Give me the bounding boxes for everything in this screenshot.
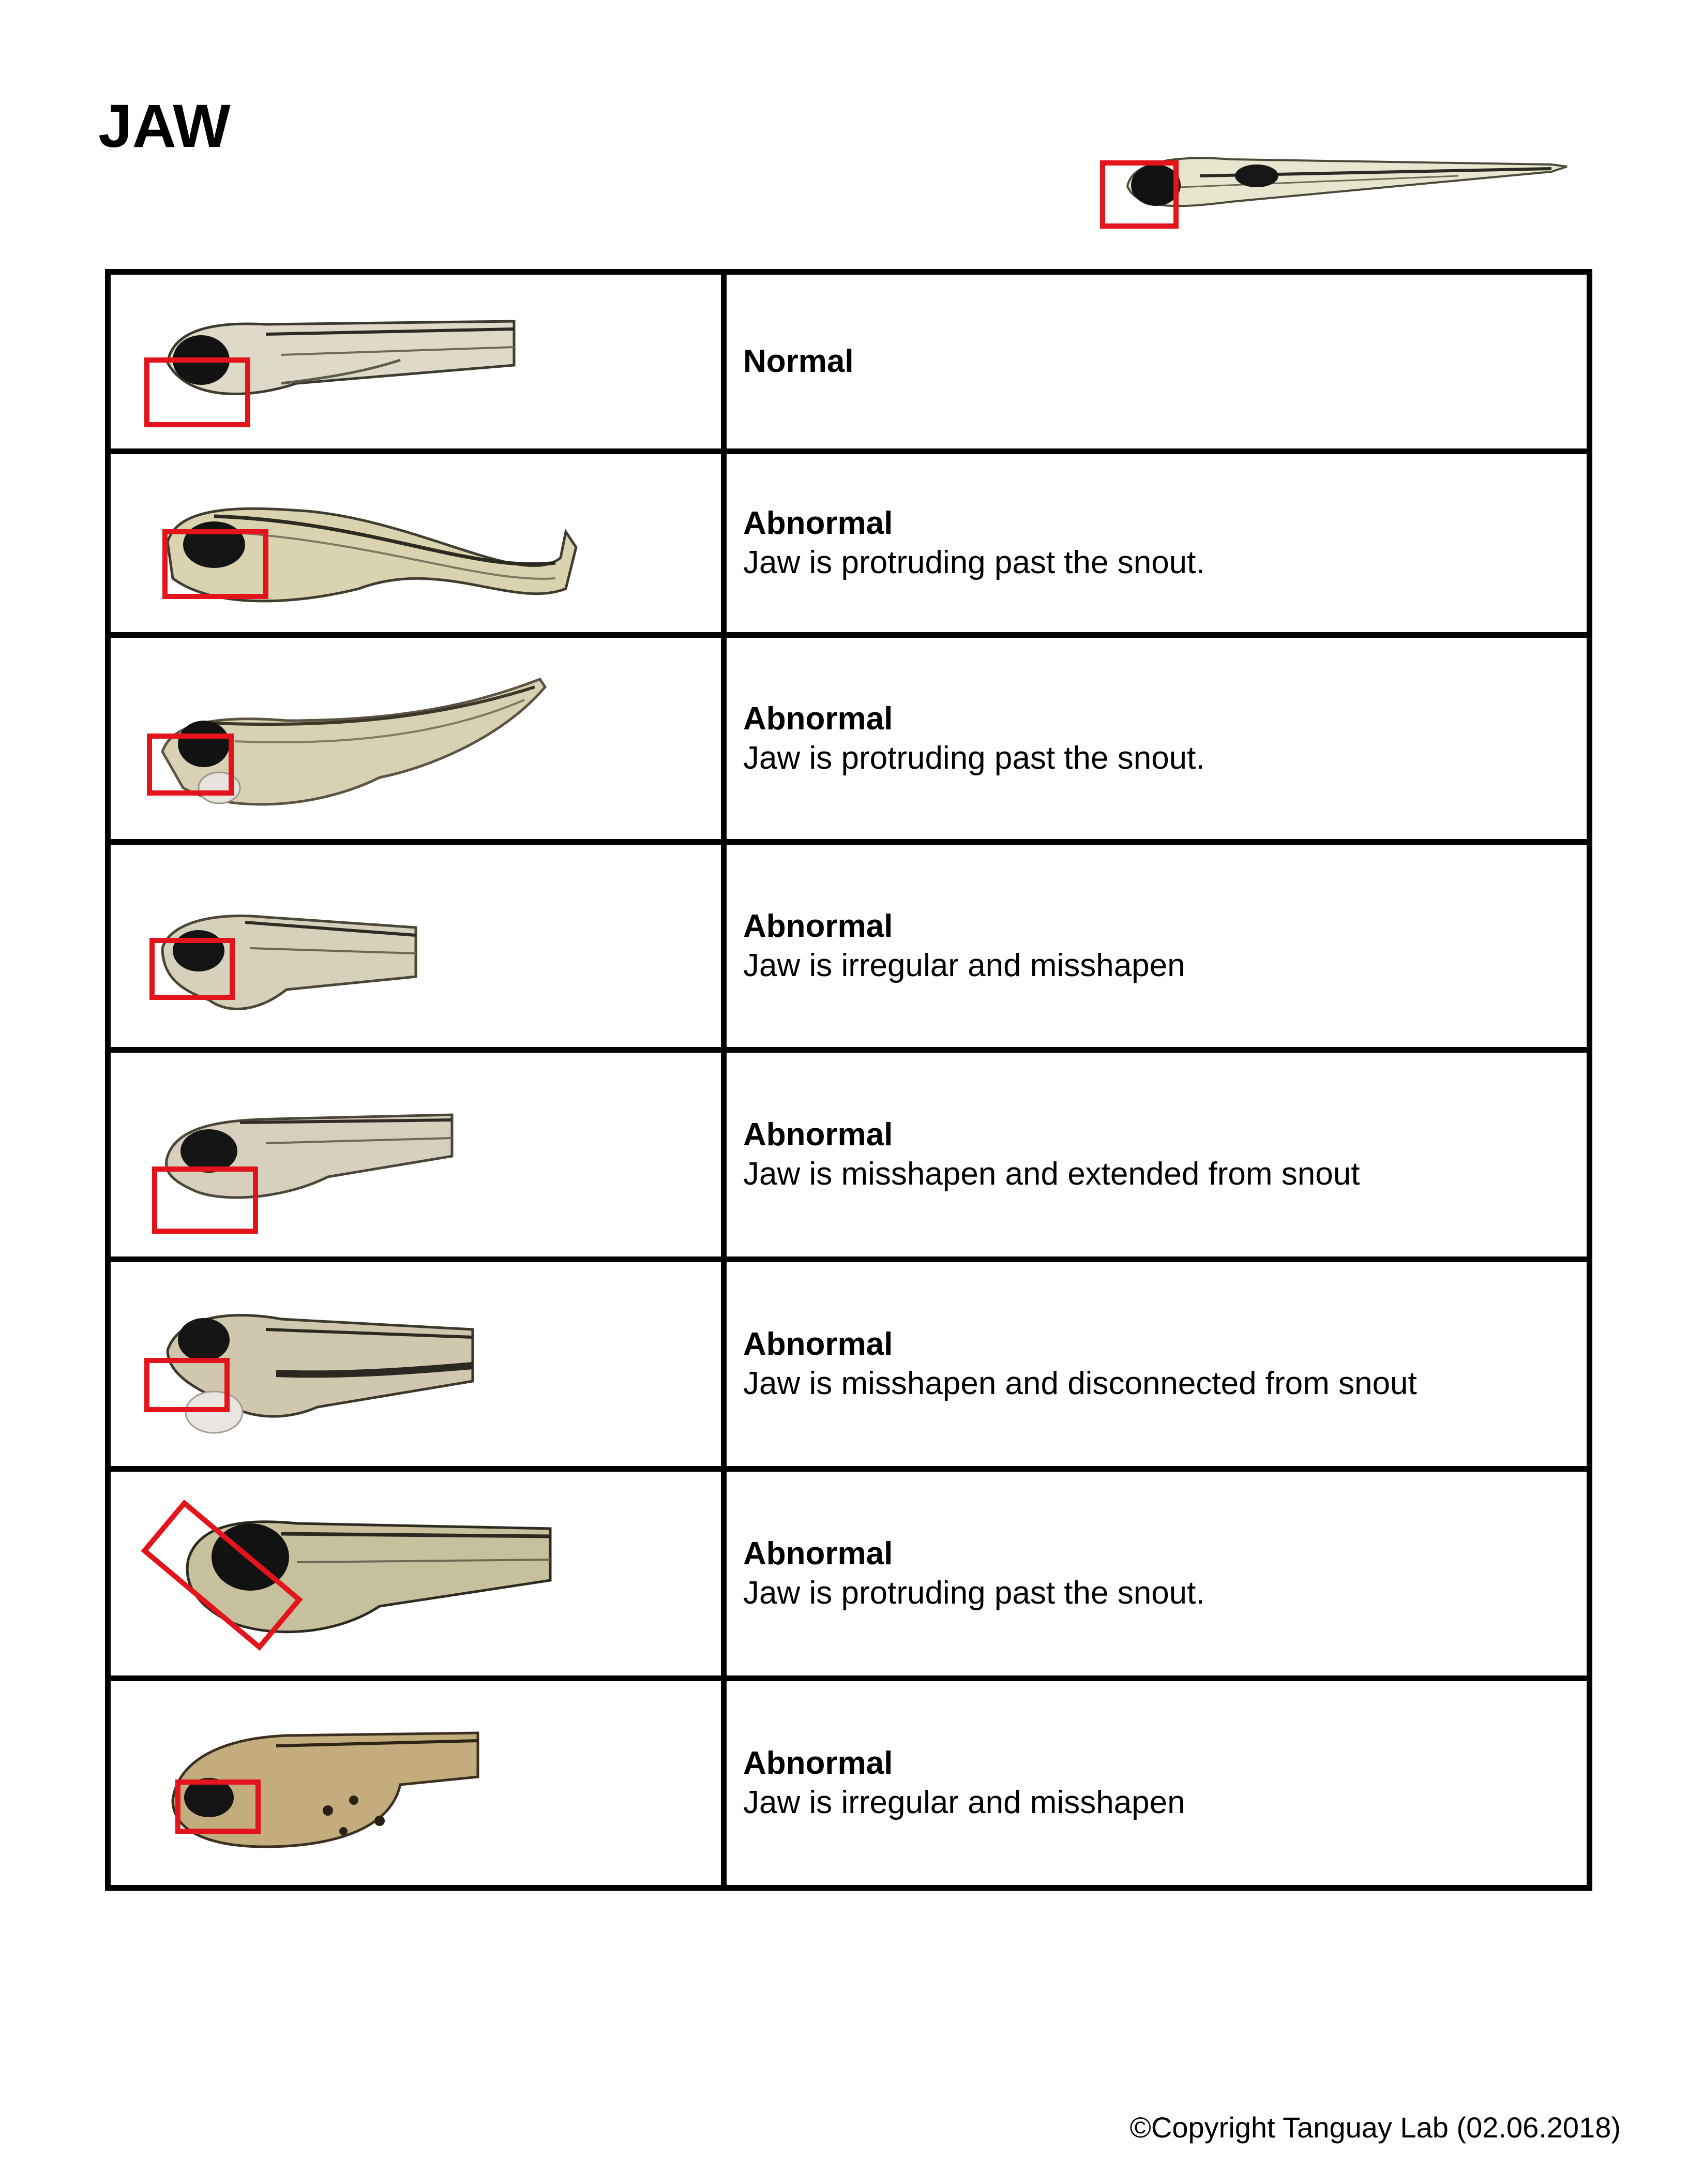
page-title: JAW — [98, 92, 231, 160]
description-cell: Abnormal Jaw is protruding past the snou… — [721, 632, 1592, 845]
grade-description: Jaw is irregular and misshapen — [743, 947, 1185, 983]
table-row: Normal — [105, 269, 1592, 454]
fish-image-cell — [105, 1466, 727, 1681]
reference-jaw-highlight-box — [1100, 160, 1179, 229]
grade-description: Jaw is protruding past the snout. — [743, 740, 1205, 776]
grade-label: Abnormal — [743, 1536, 893, 1572]
jaw-highlight-box — [175, 1779, 261, 1834]
zebrafish-protruding-jaw-image — [162, 507, 578, 603]
jaw-grading-table: Normal Abnormal Jaw is protruding past t… — [105, 269, 1592, 1891]
jaw-highlight-box — [144, 357, 250, 427]
fish-image-cell — [105, 1676, 727, 1891]
table-row: Abnormal Jaw is misshapen and disconnect… — [105, 1256, 1592, 1472]
description-cell: Abnormal Jaw is misshapen and disconnect… — [721, 1256, 1592, 1472]
table-row: Abnormal Jaw is irregular and misshapen — [105, 839, 1592, 1053]
grade-label: Normal — [743, 343, 854, 380]
jaw-highlight-box — [141, 1499, 303, 1651]
description-cell: Abnormal Jaw is protruding past the snou… — [721, 1466, 1592, 1681]
fish-image-cell — [105, 1047, 727, 1262]
fish-image-cell — [105, 269, 727, 454]
zebrafish-protruding-jaw-image — [147, 677, 547, 806]
copyright-notice: ©Copyright Tanguay Lab (02.06.2018) — [1129, 2111, 1621, 2144]
table-row: Abnormal Jaw is irregular and misshapen — [105, 1676, 1592, 1891]
jaw-highlight-box — [144, 1358, 230, 1412]
jaw-highlight-box — [152, 1166, 258, 1234]
description-cell: Abnormal Jaw is protruding past the snou… — [721, 448, 1592, 638]
fish-image-cell — [105, 839, 727, 1053]
description-cell: Normal — [721, 269, 1592, 454]
table-row: Abnormal Jaw is misshapen and extended f… — [105, 1047, 1592, 1262]
table-row: Abnormal Jaw is protruding past the snou… — [105, 632, 1592, 845]
zebrafish-disconnected-jaw-image — [144, 1314, 474, 1434]
zebrafish-protruding-jaw-image — [141, 1499, 552, 1651]
description-cell: Abnormal Jaw is misshapen and extended f… — [721, 1047, 1592, 1262]
zebrafish-extended-jaw-image — [152, 1113, 454, 1234]
reference-zebrafish-image — [1100, 157, 1568, 229]
grade-description: Jaw is protruding past the snout. — [743, 1575, 1205, 1611]
zebrafish-misshapen-jaw-image — [149, 915, 417, 1010]
description-cell: Abnormal Jaw is irregular and misshapen — [721, 1676, 1592, 1891]
grade-description: Jaw is irregular and misshapen — [743, 1785, 1185, 1820]
fish-image-cell — [105, 1256, 727, 1472]
grade-label: Abnormal — [743, 908, 893, 944]
fish-image-cell — [105, 632, 727, 845]
grade-label: Abnormal — [743, 505, 893, 542]
grade-label: Abnormal — [743, 1326, 893, 1363]
table-row: Abnormal Jaw is protruding past the snou… — [105, 448, 1592, 638]
description-cell: Abnormal Jaw is irregular and misshapen — [721, 839, 1592, 1053]
zebrafish-misshapen-jaw-image — [171, 1731, 479, 1848]
jaw-highlight-box — [147, 734, 234, 796]
zebrafish-normal-image — [144, 320, 516, 427]
grade-label: Abnormal — [743, 1117, 893, 1153]
fish-image-cell — [105, 448, 727, 638]
grade-description: Jaw is misshapen and disconnected from s… — [743, 1366, 1417, 1401]
grade-label: Abnormal — [743, 700, 893, 737]
grade-description: Jaw is misshapen and extended from snout — [743, 1156, 1360, 1192]
jaw-highlight-box — [149, 938, 235, 1000]
table-row: Abnormal Jaw is protruding past the snou… — [105, 1466, 1592, 1681]
grade-description: Jaw is protruding past the snout. — [743, 545, 1205, 580]
jaw-highlight-box — [162, 529, 268, 599]
grade-label: Abnormal — [743, 1745, 893, 1782]
